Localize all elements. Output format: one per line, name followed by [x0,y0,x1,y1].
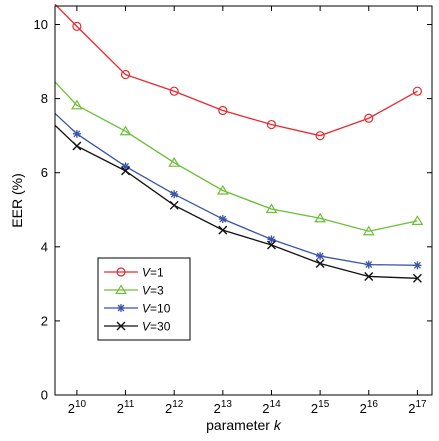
y-tick-label: 8 [41,91,48,106]
legend-value: =30 [150,320,171,334]
y-axis-label: EER (%) [9,173,25,227]
data-point [218,105,228,116]
data-point [216,184,229,195]
data-point [119,125,132,136]
x-axis-label-variable: k [274,417,282,433]
data-point [266,119,277,130]
legend-variable: V [142,302,151,316]
legend: V=1V=3V=10V=30 [97,257,191,341]
data-point [315,131,325,141]
data-point [267,235,276,244]
x-tick-label: 215 [311,399,330,416]
x-tick-base: 2 [214,401,221,416]
x-tick-exponent: 10 [75,399,87,410]
data-point [71,99,83,110]
x-tick-base: 2 [165,401,172,416]
data-point [265,203,278,214]
data-point [168,157,181,167]
data-point [218,225,228,235]
legend-label: V=30 [142,320,171,334]
y-tick-label: 2 [41,313,48,328]
x-tick-label: 216 [360,399,379,416]
data-point [412,273,422,283]
series-v30 [54,124,422,283]
series-line [54,81,418,232]
data-point [169,200,179,210]
legend-variable: V [142,320,151,334]
plot-marks [54,3,424,283]
x-tick-base: 2 [408,401,415,416]
data-point [314,212,326,223]
y-tick-label: 4 [41,239,48,254]
data-point [218,215,227,224]
legend-label: V=3 [142,284,164,298]
legend-marker [117,304,125,312]
legend-variable: V [142,266,151,280]
plot-frame [54,5,433,396]
series-v3 [54,81,424,236]
data-point [169,86,179,96]
data-point [412,86,423,96]
legend-value: =3 [150,284,164,298]
x-tick-label: 213 [214,399,233,416]
x-tick-base: 2 [360,401,367,416]
legend-marker [115,284,127,295]
data-point [72,141,82,151]
data-point [120,69,131,80]
data-point [72,129,81,138]
data-point [413,261,422,270]
legend-variable: V [142,284,151,298]
legend-marker [116,267,126,277]
x-tick-base: 2 [68,401,75,416]
legend-item: V=3 [104,284,164,298]
data-point [266,240,276,250]
data-point [362,225,375,236]
x-tick-exponent: 16 [367,399,379,410]
data-point [72,21,82,31]
x-tick-label: 217 [408,399,427,416]
data-point [364,113,374,123]
series-line [54,124,418,279]
x-tick-label: 211 [117,399,135,416]
legend-item: V=10 [104,302,171,316]
x-tick-label: 214 [262,399,281,416]
data-point [411,215,424,225]
x-axis-label-text: parameter [206,417,274,433]
x-tick-exponent: 13 [221,399,233,410]
legend-value: =10 [150,302,171,316]
data-point [364,260,373,269]
data-point [316,252,325,261]
x-tick-exponent: 11 [124,399,135,410]
series-line [54,112,418,266]
y-tick-label: 10 [34,17,48,32]
x-tick-base: 2 [117,401,124,416]
series-v1 [54,3,423,141]
legend-label: V=10 [142,302,171,316]
x-tick-exponent: 14 [270,399,282,410]
data-point [364,271,374,281]
data-point [315,258,325,268]
series-line [54,3,418,137]
y-tick-label: 6 [41,165,48,180]
x-tick-label: 210 [68,399,87,416]
legend-label: V=1 [142,266,164,280]
x-tick-exponent: 17 [415,399,427,410]
series-v10 [54,112,422,270]
x-tick-exponent: 15 [318,399,330,410]
x-tick-base: 2 [311,401,318,416]
x-tick-label: 212 [165,399,184,416]
legend-item: V=1 [104,266,164,280]
data-point [170,190,179,199]
legend-marker [116,321,126,331]
x-tick-base: 2 [262,401,269,416]
legend-value: =1 [150,266,164,280]
data-point [121,166,131,176]
y-tick-label: 0 [41,388,48,403]
x-tick-exponent: 12 [172,399,184,410]
data-point [121,162,130,171]
x-axis-label: parameter k [206,417,282,433]
legend-item: V=30 [104,320,171,334]
